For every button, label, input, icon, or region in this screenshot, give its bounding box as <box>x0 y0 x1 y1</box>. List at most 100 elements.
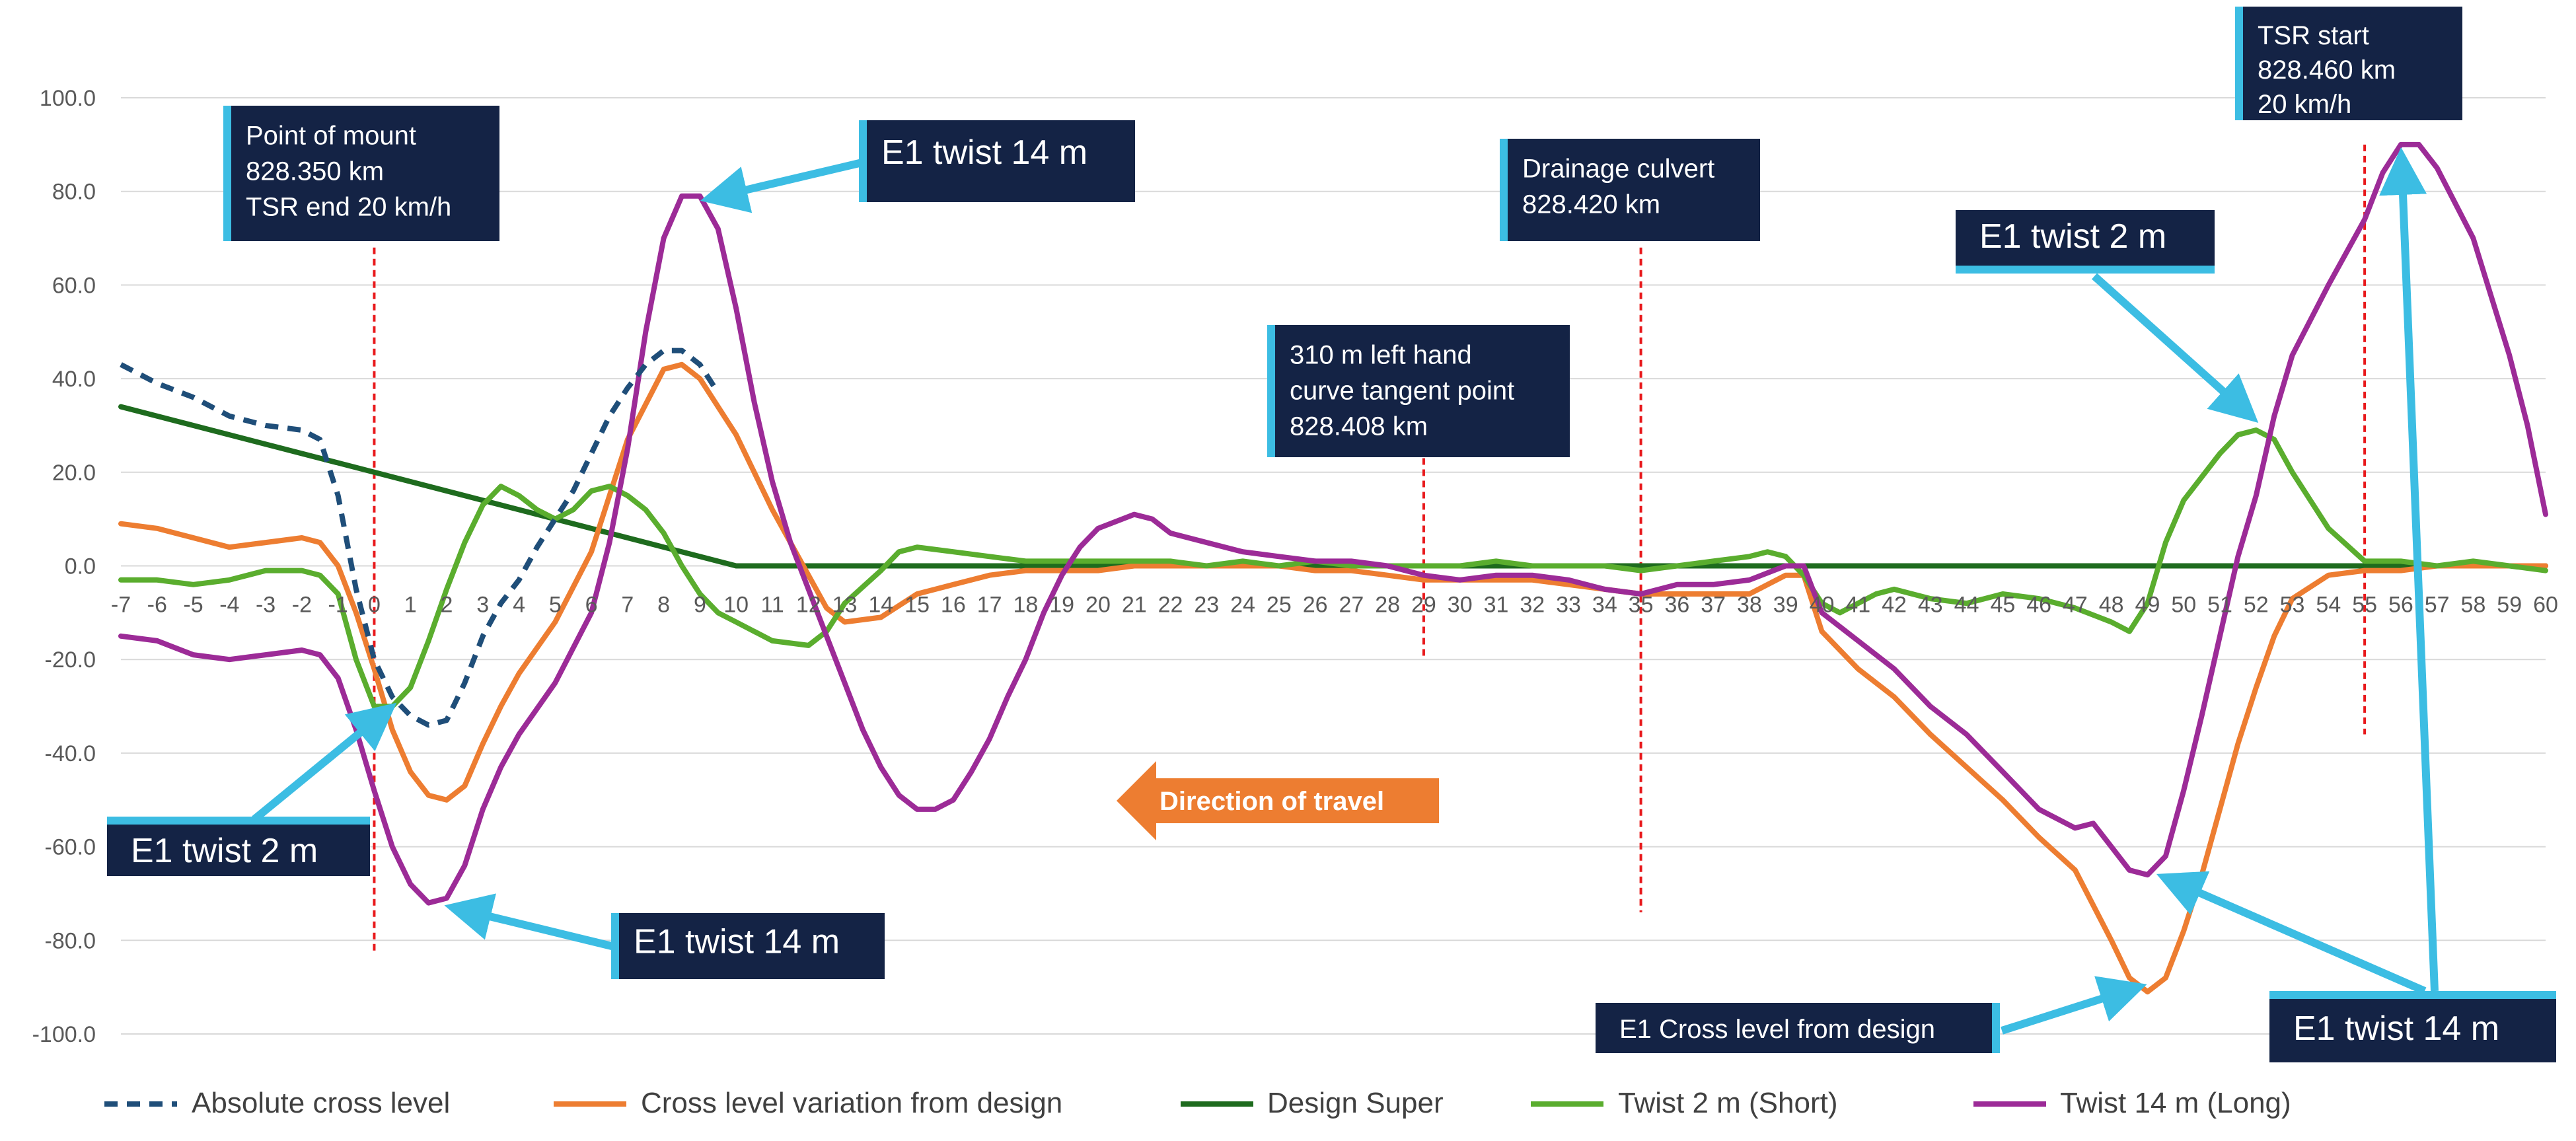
x-tick-label: -2 <box>292 593 312 618</box>
callout-accent <box>223 106 231 241</box>
y-tick-label: 0.0 <box>65 554 96 579</box>
annotation-callouts: Point of mount 828.350 km TSR end 20 km/h E… <box>107 7 2556 1062</box>
callout-box <box>859 120 1135 202</box>
x-tick-label: -3 <box>256 593 276 618</box>
x-tick-label: 26 <box>1303 593 1328 618</box>
x-tick-label: -7 <box>111 593 131 618</box>
callout-accent <box>1500 139 1508 241</box>
x-tick-label: 35 <box>1629 593 1654 618</box>
legend-label: Twist 14 m (Long) <box>2060 1087 2291 1119</box>
x-tick-label: 5 <box>549 593 562 618</box>
x-tick-label: 21 <box>1122 593 1147 618</box>
y-tick-label: 80.0 <box>52 180 96 205</box>
legend-label: Absolute cross level <box>192 1087 450 1119</box>
x-tick-label: 56 <box>2388 593 2413 618</box>
x-tick-label: 20 <box>1086 593 1111 618</box>
callout-text: 828.460 km <box>2258 55 2396 85</box>
x-tick-label: 48 <box>2099 593 2124 618</box>
x-tick-label: 40 <box>1810 593 1835 618</box>
legend-label: Cross level variation from design <box>641 1087 1062 1119</box>
y-tick-label: -40.0 <box>45 741 96 766</box>
y-axis-tick-labels: 100.0 80.0 60.0 40.0 20.0 0.0 -20.0 -40.0 -60.0 -… <box>32 86 96 1047</box>
y-tick-label: -20.0 <box>45 647 96 673</box>
callout-box <box>1500 139 1760 241</box>
legend-label: Design Super <box>1267 1087 1444 1119</box>
x-tick-label: 46 <box>2026 593 2051 618</box>
callout-text: E1 twist 2 m <box>1979 217 2166 256</box>
x-tick-label: 53 <box>2280 593 2305 618</box>
direction-arrow-shape <box>1117 761 1439 840</box>
marker-lines <box>373 144 2367 955</box>
x-tick-label: 42 <box>1882 593 1907 618</box>
annotation-arrow <box>700 159 864 213</box>
callout-box <box>2235 7 2462 120</box>
x-axis-tick-labels: -7 -6 -5 -4 -3 -2 -1 0 1 2 3 4 5 6 7 8 9 10 11 12 13 14 15 16 17… <box>111 593 2558 618</box>
x-tick-label: -1 <box>328 593 348 618</box>
x-tick-label: -4 <box>219 593 239 618</box>
callout-twist2-left: E1 twist 2 m <box>107 817 370 876</box>
callout-twist2-right: E1 twist 2 m <box>1956 210 2215 274</box>
callout-text: E1 twist 14 m <box>2293 1010 2499 1048</box>
callout-tangent-point: 310 m left hand curve tangent point 828.40… <box>1267 325 1570 457</box>
x-tick-label: 8 <box>657 593 670 618</box>
y-tick-label: 40.0 <box>52 367 96 392</box>
x-tick-label: 52 <box>2244 593 2269 618</box>
x-tick-label: 22 <box>1158 593 1183 618</box>
callout-text: Drainage culvert <box>1522 155 1714 184</box>
x-tick-label: 3 <box>476 593 489 618</box>
callout-box <box>1596 1003 2000 1053</box>
legend-item: Twist 14 m (Long) <box>1973 1087 2291 1119</box>
x-tick-label: 29 <box>1411 593 1436 618</box>
x-tick-label: 13 <box>832 593 858 618</box>
callout-text: TSR start <box>2258 21 2369 50</box>
x-tick-label: 50 <box>2171 593 2196 618</box>
x-tick-label: 28 <box>1375 593 1400 618</box>
x-tick-label: 12 <box>796 593 821 618</box>
x-tick-label: 9 <box>694 593 706 618</box>
callout-text: E1 twist 14 m <box>634 922 840 961</box>
x-tick-label: 43 <box>1918 593 1943 618</box>
x-tick-label: 59 <box>2497 593 2522 618</box>
y-tick-label: 60.0 <box>52 273 96 298</box>
x-tick-label: 49 <box>2135 593 2160 618</box>
x-tick-label: 32 <box>1520 593 1545 618</box>
callout-box <box>223 106 499 241</box>
x-tick-label: 4 <box>513 593 525 618</box>
annotation-arrow <box>2156 871 2427 995</box>
callout-twist14-bottom: E1 twist 14 m <box>611 913 885 979</box>
callout-accent <box>859 120 867 202</box>
x-tick-label: 33 <box>1556 593 1581 618</box>
legend-item: Twist 2 m (Short) <box>1531 1087 1838 1119</box>
callout-twist14-top: E1 twist 14 m <box>859 120 1135 202</box>
x-tick-label: 6 <box>585 593 598 618</box>
callout-text: TSR end 20 km/h <box>246 193 451 222</box>
x-tick-label: 23 <box>1194 593 1219 618</box>
callout-box <box>611 913 885 979</box>
x-tick-label: -6 <box>147 593 167 618</box>
x-tick-label: 34 <box>1592 593 1617 618</box>
callout-text: 828.350 km <box>246 157 384 186</box>
x-tick-label: 39 <box>1773 593 1798 618</box>
x-tick-label: 47 <box>2063 593 2088 618</box>
callout-twist14-right: E1 twist 14 m <box>2269 991 2556 1062</box>
annotation-arrow <box>252 702 397 823</box>
callout-text: E1 twist 14 m <box>881 133 1087 172</box>
x-tick-label: 24 <box>1230 593 1255 618</box>
x-tick-label: 45 <box>1990 593 2015 618</box>
callout-accent <box>1956 266 2215 274</box>
legend-item: Absolute cross level <box>104 1087 450 1119</box>
x-tick-label: 55 <box>2352 593 2377 618</box>
callout-text: 310 m left hand <box>1290 341 1472 370</box>
callout-text: curve tangent point <box>1290 377 1514 406</box>
x-tick-label: 1 <box>404 593 417 618</box>
callout-text: E1 Cross level from design <box>1619 1015 1935 1044</box>
x-tick-label: 0 <box>368 593 381 618</box>
series-line <box>120 348 721 728</box>
callout-accent <box>1992 1003 2000 1053</box>
y-tick-label: 100.0 <box>40 86 96 111</box>
x-tick-label: 10 <box>723 593 749 618</box>
x-tick-label: 2 <box>441 593 453 618</box>
x-tick-label: 15 <box>904 593 930 618</box>
legend-item: Cross level variation from design <box>554 1087 1062 1119</box>
